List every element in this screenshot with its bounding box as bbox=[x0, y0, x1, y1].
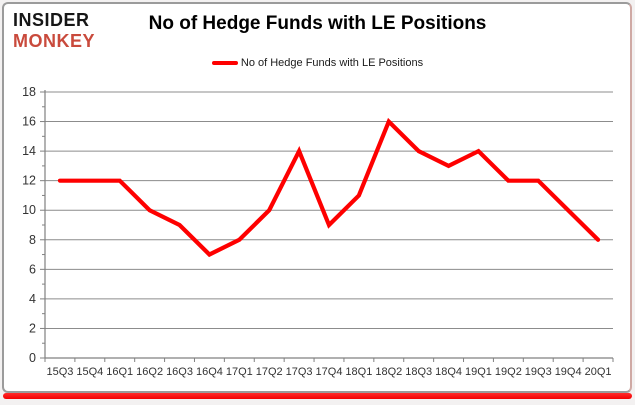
y-axis-ticks-labels: 0 2 4 6 8 10 12 14 16 18 bbox=[22, 85, 45, 365]
x-tick-label: 17Q1 bbox=[226, 366, 253, 378]
y-tick-label: 12 bbox=[22, 174, 36, 188]
card-bottom-accent-bar bbox=[3, 393, 632, 399]
y-tick-label: 14 bbox=[22, 144, 36, 158]
x-tick-label: 18Q1 bbox=[345, 366, 372, 378]
y-tick-label: 10 bbox=[22, 203, 36, 217]
y-tick-label: 18 bbox=[22, 85, 36, 99]
x-tick-label: 16Q1 bbox=[106, 366, 133, 378]
x-tick-label: 19Q2 bbox=[495, 366, 522, 378]
x-tick-label: 15Q3 bbox=[46, 366, 73, 378]
chart-legend: No of Hedge Funds with LE Positions bbox=[0, 57, 635, 69]
y-tick-label: 16 bbox=[22, 115, 36, 129]
x-tick-label: 16Q4 bbox=[196, 366, 223, 378]
y-tick-label: 0 bbox=[29, 351, 36, 365]
y-tick-label: 4 bbox=[29, 292, 36, 306]
y-tick-label: 6 bbox=[29, 262, 36, 276]
legend-label: No of Hedge Funds with LE Positions bbox=[240, 57, 424, 69]
y-tick-label: 2 bbox=[29, 321, 36, 335]
insider-monkey-logo: INSIDER MONKEY bbox=[13, 9, 95, 51]
x-tick-label: 19Q1 bbox=[465, 366, 492, 378]
logo-text-insider: INSIDER bbox=[13, 9, 90, 30]
x-tick-label: 17Q2 bbox=[256, 366, 283, 378]
x-tick-label: 18Q2 bbox=[375, 366, 402, 378]
x-tick-label: 19Q4 bbox=[555, 366, 582, 378]
y-tick-label: 8 bbox=[29, 233, 36, 247]
x-axis-ticks-labels: 15Q3 15Q4 16Q1 16Q2 16Q3 16Q4 17Q1 17Q2 17Q3 17Q4… bbox=[44, 358, 614, 378]
x-tick-label: 15Q4 bbox=[76, 366, 103, 378]
x-tick-label: 18Q3 bbox=[405, 366, 432, 378]
legend-line-icon bbox=[211, 61, 238, 65]
x-tick-label: 17Q4 bbox=[316, 366, 343, 378]
logo-text-monkey: MONKEY bbox=[13, 30, 96, 51]
x-tick-label: 16Q3 bbox=[166, 366, 193, 378]
gridlines bbox=[45, 91, 613, 329]
x-tick-label: 17Q3 bbox=[286, 366, 313, 378]
x-tick-label: 16Q2 bbox=[136, 366, 163, 378]
x-tick-label: 20Q1 bbox=[585, 366, 612, 378]
series-line bbox=[57, 117, 601, 258]
chart-title: No of Hedge Funds with LE Positions bbox=[148, 13, 487, 34]
x-tick-label: 18Q4 bbox=[435, 366, 462, 378]
x-tick-label: 19Q3 bbox=[525, 366, 552, 378]
